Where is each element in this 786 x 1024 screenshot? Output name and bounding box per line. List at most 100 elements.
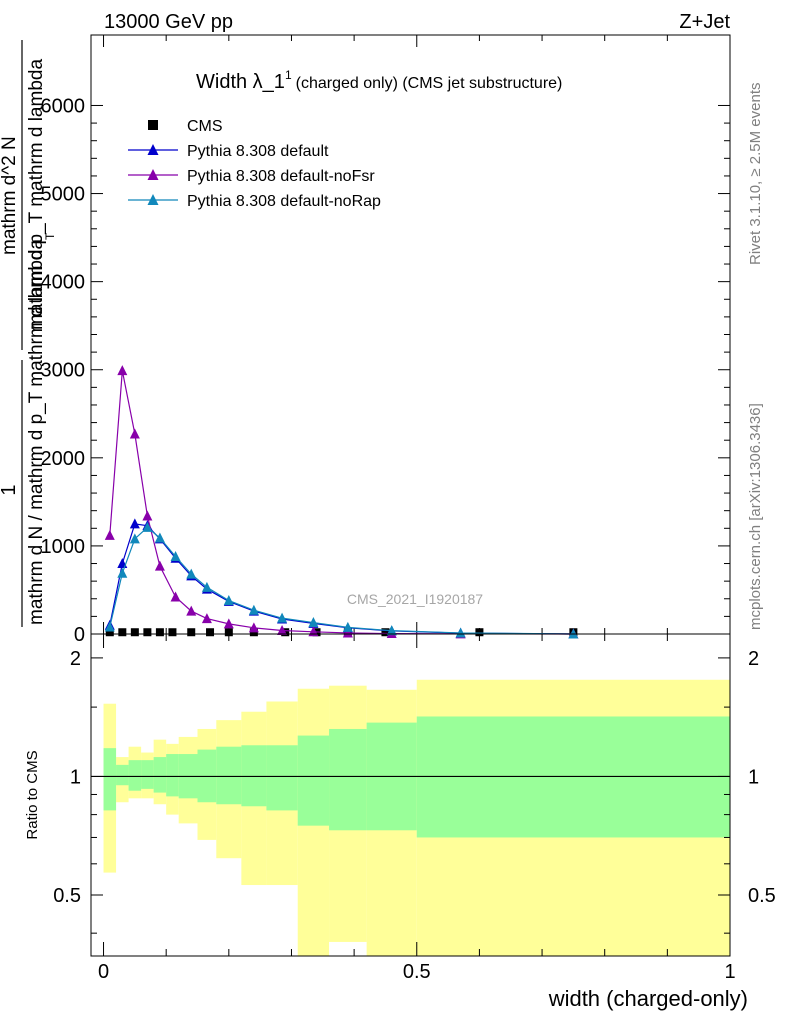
stat-band-bin xyxy=(329,728,367,831)
data-point xyxy=(118,628,127,637)
data-point xyxy=(381,628,390,637)
legend-entry: Pythia 8.308 default-noFsr xyxy=(128,168,375,185)
stat-band-bin xyxy=(103,748,117,811)
main-ytick-label: 6000 xyxy=(41,95,86,117)
stat-band-bin xyxy=(128,760,142,791)
series-line xyxy=(109,526,574,635)
ratio-plot-frame xyxy=(90,633,731,957)
data-point xyxy=(142,521,153,532)
data-point xyxy=(342,627,353,638)
ratio-ytick-label: 1 xyxy=(70,766,81,788)
data-point xyxy=(206,628,215,637)
data-point xyxy=(201,581,212,592)
ratio-bands xyxy=(91,679,730,956)
ratio-ytick-label: 2 xyxy=(70,648,81,670)
data-point xyxy=(248,604,259,615)
ratio-ytick-label-right: 0.5 xyxy=(748,885,776,907)
data-point xyxy=(342,621,353,632)
data-point xyxy=(201,613,212,624)
legend: CMS Pythia 8.308 default Pythia 8.308 defa… xyxy=(128,118,381,210)
stat-band-bin xyxy=(241,745,267,807)
energy-label: 13000 GeV pp xyxy=(104,11,233,33)
ylabel-numerator: 1 xyxy=(0,484,20,495)
main-title-superscript: 1 xyxy=(285,68,292,82)
data-point xyxy=(455,627,466,638)
stat-band-bin xyxy=(216,746,242,805)
data-point xyxy=(277,612,288,623)
ratio-ytick-label-right: 2 xyxy=(748,648,759,670)
data-point xyxy=(154,532,165,543)
legend-label: Pythia 8.308 default-noRap xyxy=(187,193,381,210)
ratio-axes: 0.5 0.5 1 1 2 2 0 0.5 1 xyxy=(53,634,776,983)
ratio-plot-panel: 0.5 0.5 1 1 2 2 0 0.5 1 xyxy=(53,633,776,983)
legend-entry: Pythia 8.308 default xyxy=(128,143,329,160)
data-point xyxy=(105,628,114,637)
main-ytick-label: 5000 xyxy=(41,184,86,206)
main-ytick-label: 1000 xyxy=(41,536,86,558)
legend-marker xyxy=(147,144,159,155)
data-point xyxy=(104,621,115,632)
ylabel-denominator: mathrm d N / mathrm d p_T mathrm d lambd… xyxy=(26,238,47,625)
data-point xyxy=(308,617,319,628)
legend-entry: Pythia 8.308 default-noRap xyxy=(128,193,381,210)
ratio-ylabel: Ratio to CMS xyxy=(24,750,41,839)
data-point xyxy=(104,529,115,540)
mcplots-label: mcplots.cern.ch [arXiv:1306.3436] xyxy=(747,403,764,630)
ylabel-top-numerator: mathrm d^2 N xyxy=(0,136,20,255)
rivet-version-label: Rivet 3.1.10, ≥ 2.5M events xyxy=(747,83,764,266)
stat-band-bin xyxy=(116,764,129,786)
ratio-xtick-label: 0.5 xyxy=(403,961,431,983)
legend-entry: CMS xyxy=(148,118,223,135)
data-point xyxy=(143,628,152,637)
data-point xyxy=(186,605,197,616)
data-point xyxy=(130,628,139,637)
process-label: Z+Jet xyxy=(679,11,730,33)
legend-marker xyxy=(147,194,159,205)
data-point xyxy=(155,628,164,637)
main-ytick-label: 2000 xyxy=(41,448,86,470)
main-title: Width λ_11 (charged only) (CMS jet substr… xyxy=(196,68,562,93)
main-series-group xyxy=(104,365,579,639)
data-point xyxy=(117,365,128,376)
ratio-ytick-label-right: 1 xyxy=(748,766,759,788)
data-point xyxy=(168,628,177,637)
data-point xyxy=(224,628,233,637)
legend-label: Pythia 8.308 default xyxy=(187,143,329,160)
stat-band-bin xyxy=(166,754,179,797)
ratio-ytick-label: 0.5 xyxy=(53,885,81,907)
data-point xyxy=(129,428,140,439)
stat-band-bin xyxy=(266,745,298,811)
ratio-xtick-label: 0 xyxy=(98,961,109,983)
x-axis-label: width (charged-only) xyxy=(548,986,748,1011)
data-point xyxy=(386,625,397,636)
ylabel-top-denominator: mathrm d p_T mathrm d lambda xyxy=(26,59,47,330)
stat-band-bin xyxy=(153,757,167,793)
main-title-text: Width λ_1 xyxy=(196,71,285,93)
series-pythia-8-308-default xyxy=(104,518,579,639)
data-point xyxy=(186,568,197,579)
stat-band-bin xyxy=(141,760,154,789)
main-subtitle: (charged only) (CMS jet substructure) xyxy=(296,75,563,92)
data-point xyxy=(170,591,181,602)
data-point xyxy=(223,618,234,629)
series-line xyxy=(109,523,574,635)
series-pythia-8-308-default-nofsr xyxy=(104,365,579,639)
data-point xyxy=(117,567,128,578)
legend-marker xyxy=(148,120,158,130)
legend-marker xyxy=(147,169,159,180)
ratio-xtick-label: 1 xyxy=(724,961,735,983)
data-point xyxy=(129,518,140,529)
main-ylabel: 1 mathrm d N / mathrm d p_T mathrm d lam… xyxy=(0,40,57,627)
main-y-axis: 0 1000 2000 3000 4000 5000 6000 xyxy=(41,35,731,646)
data-point xyxy=(129,533,140,544)
legend-label: CMS xyxy=(187,118,223,135)
series-pythia-8-308-default-norap xyxy=(104,521,579,639)
legend-label: Pythia 8.308 default-noFsr xyxy=(187,168,375,185)
ylabel-top-subscript: T xyxy=(43,232,57,240)
data-point xyxy=(248,622,259,633)
series-line xyxy=(109,370,574,635)
stat-band-bin xyxy=(297,735,330,826)
analysis-watermark: CMS_2021_I1920187 xyxy=(347,591,483,607)
main-ytick-label: 0 xyxy=(74,624,85,646)
